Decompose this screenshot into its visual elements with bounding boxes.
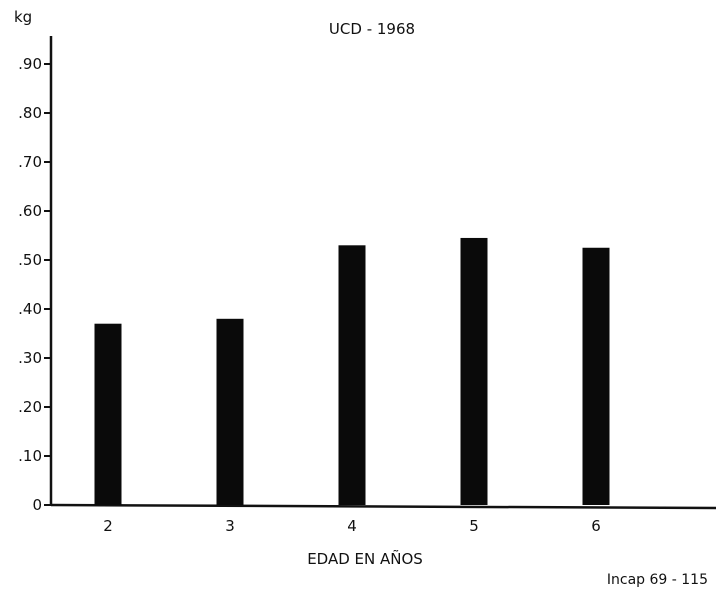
y-tick-label: .10	[18, 447, 42, 465]
y-ticks: 0 .10 .20 .30 .40 .50 .60 .70 .80 .90	[18, 55, 51, 514]
x-tick-label: 5	[469, 517, 479, 535]
bar	[216, 318, 244, 505]
y-tick-label: 0	[32, 496, 42, 514]
bar	[94, 323, 122, 505]
y-tick-label: .90	[18, 55, 42, 73]
y-tick-label: .80	[18, 104, 42, 122]
x-axis-label: EDAD EN AÑOS	[307, 549, 423, 568]
y-tick-label: .30	[18, 349, 42, 367]
x-tick-label: 6	[591, 517, 601, 535]
bar	[460, 237, 488, 505]
y-axis-label: kg	[14, 8, 32, 26]
bar	[338, 245, 366, 506]
y-tick-label: .60	[18, 202, 42, 220]
chart-title: UCD - 1968	[329, 20, 415, 38]
footer-note: Incap 69 - 115	[607, 572, 708, 588]
bars	[94, 237, 610, 506]
y-tick-label: .20	[18, 398, 42, 416]
x-tick-label: 4	[347, 517, 357, 535]
y-tick-label: .70	[18, 153, 42, 171]
bar	[582, 247, 610, 505]
x-tick-label: 3	[225, 517, 235, 535]
y-tick-label: .50	[18, 251, 42, 269]
x-ticks: 2 3 4 5 6	[103, 517, 601, 535]
y-tick-label: .40	[18, 300, 42, 318]
x-axis-line	[50, 503, 717, 510]
x-tick-label: 2	[103, 517, 113, 535]
